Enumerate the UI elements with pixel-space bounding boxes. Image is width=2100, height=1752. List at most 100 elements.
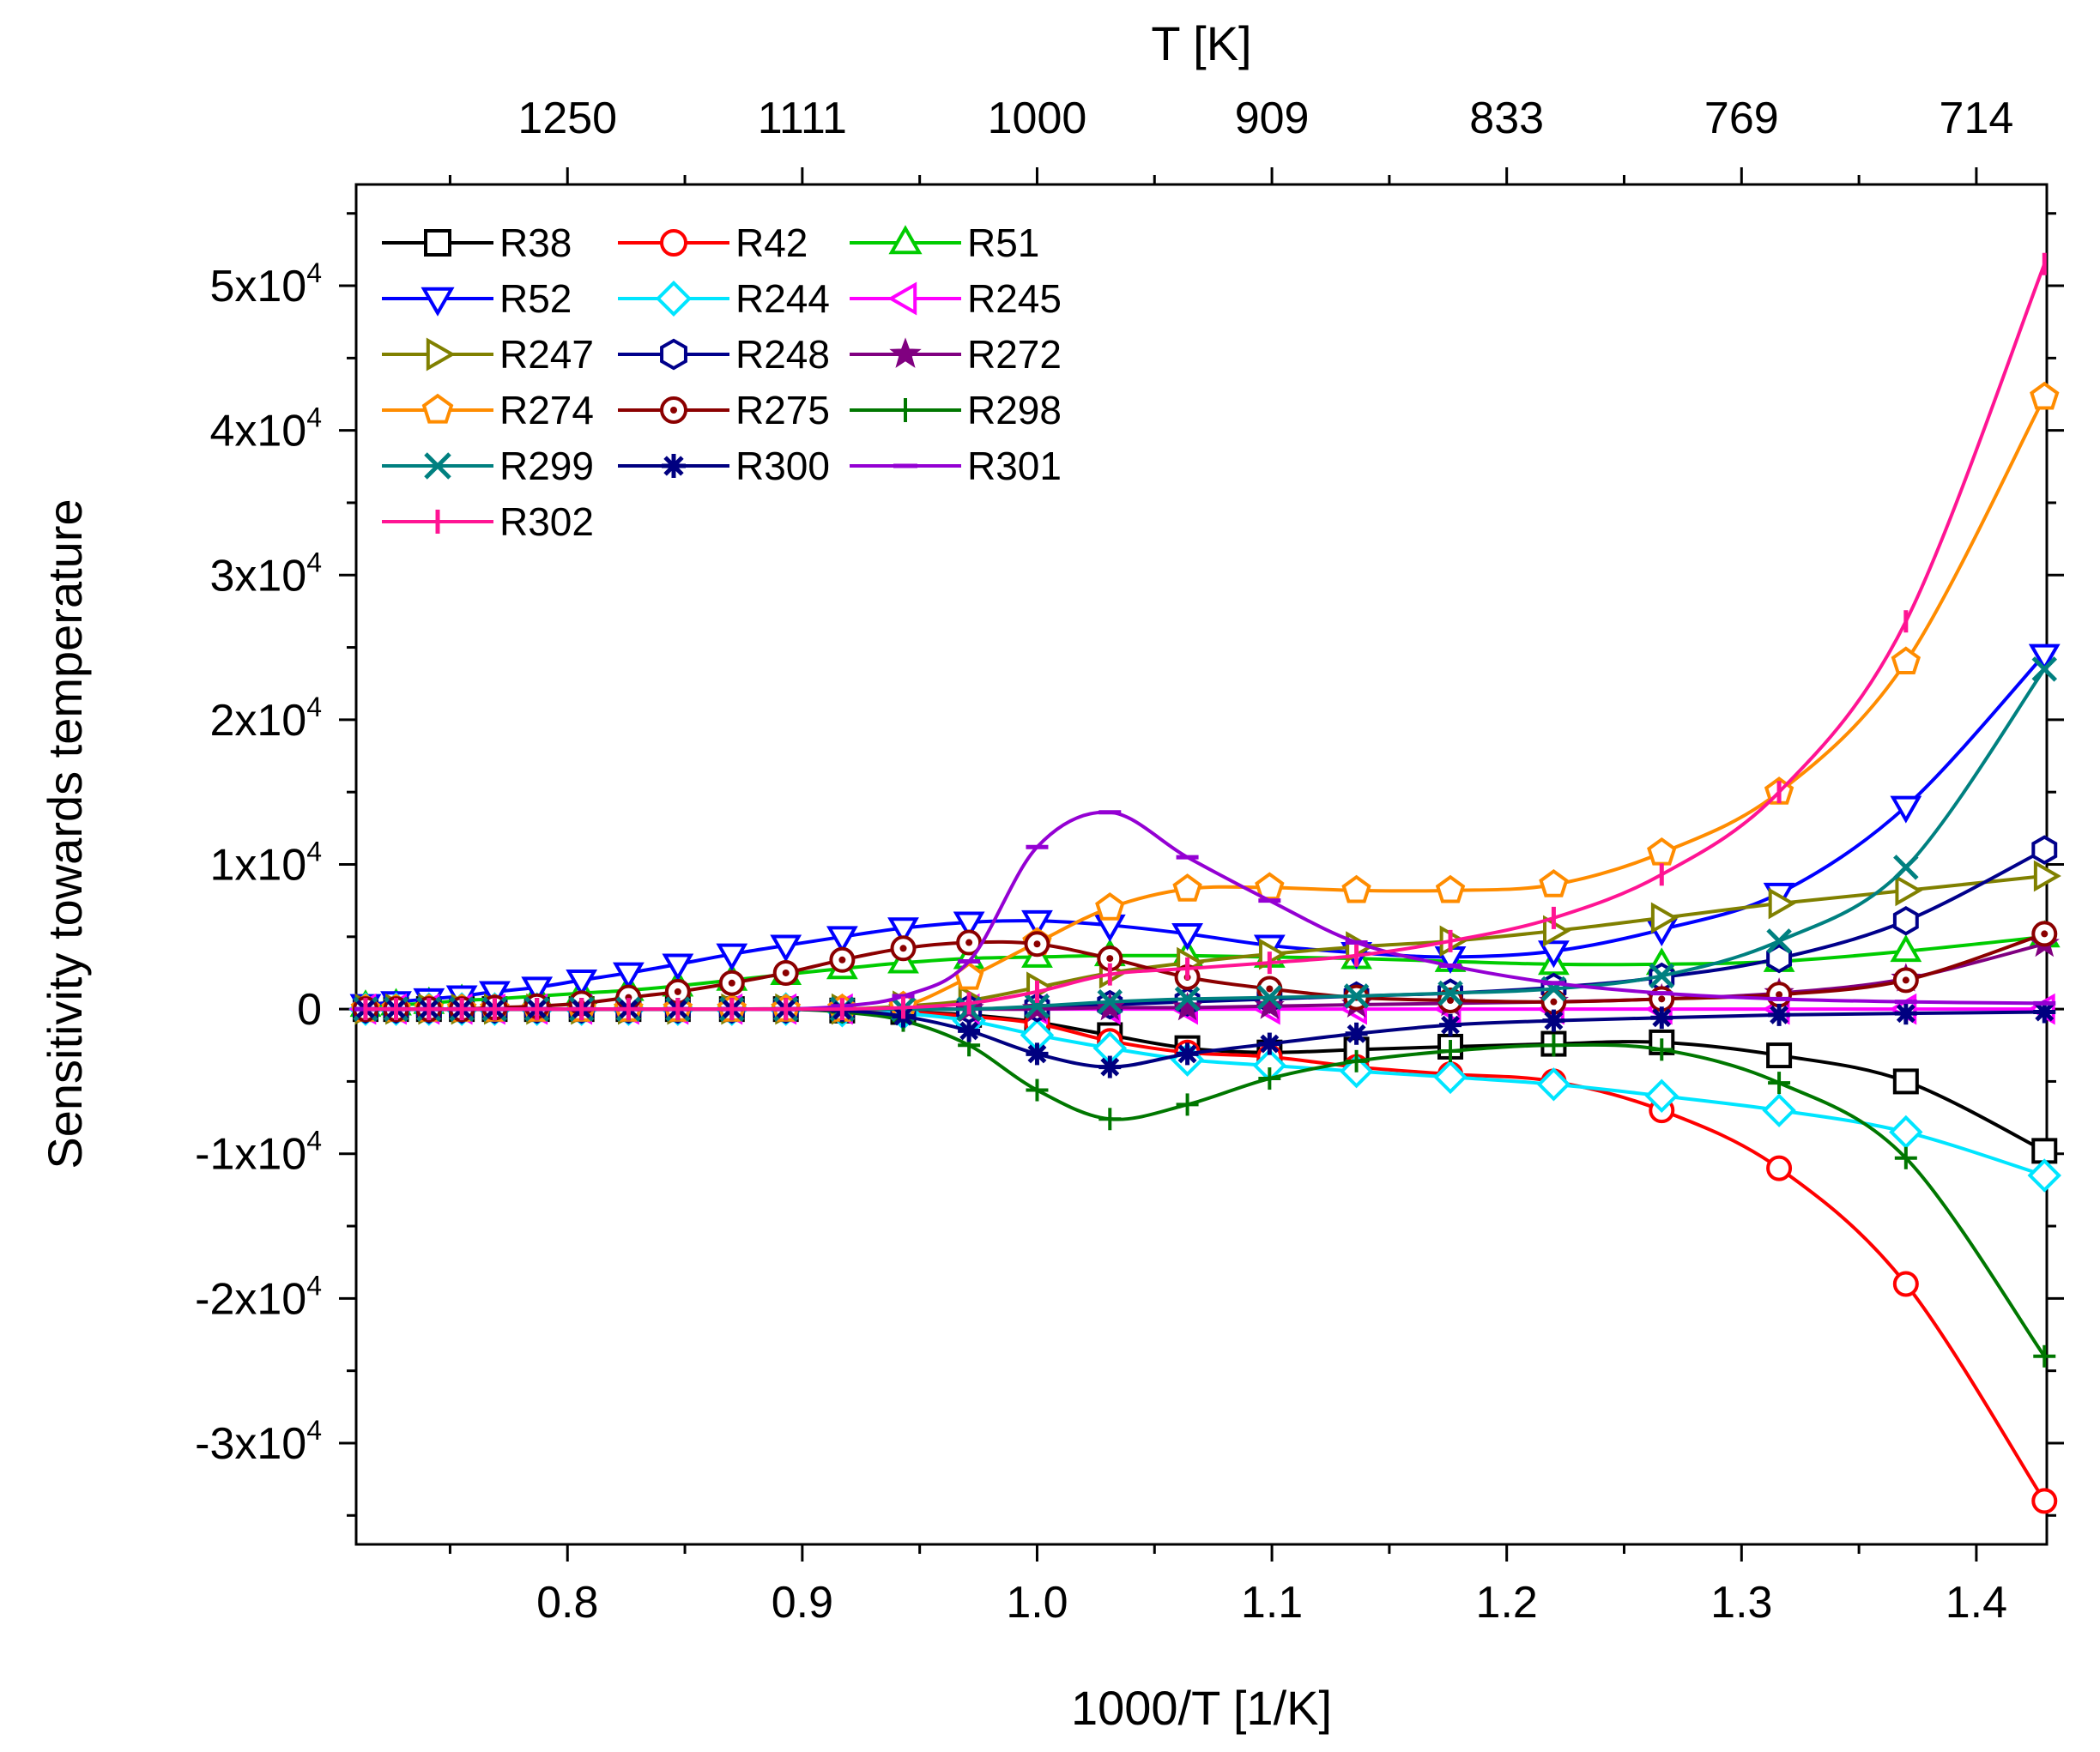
legend-marker bbox=[421, 393, 454, 424]
marker-stroke bbox=[1652, 1008, 1672, 1028]
series-line-r38 bbox=[365, 1006, 2046, 1153]
data-point-r52 bbox=[1890, 795, 1922, 824]
legend-marker bbox=[888, 225, 923, 255]
data-point-r299 bbox=[1024, 993, 1050, 1019]
marker-stroke bbox=[1174, 986, 1201, 1012]
legend-marker bbox=[660, 229, 687, 257]
legend-label: R299 bbox=[499, 444, 594, 488]
data-point-r52 bbox=[770, 934, 802, 963]
series-line-r274 bbox=[365, 396, 2047, 1012]
marker-dot bbox=[2041, 930, 2049, 938]
data-point-r274 bbox=[1435, 874, 1466, 903]
data-point-r300 bbox=[1258, 1032, 1281, 1055]
legend-label: R51 bbox=[967, 221, 1039, 265]
legend-marker bbox=[887, 281, 917, 316]
legend-label: R244 bbox=[735, 276, 830, 321]
data-point-r247 bbox=[1895, 874, 1923, 907]
legend-item-r52: R52 bbox=[382, 276, 572, 321]
marker-stroke bbox=[1441, 1015, 1460, 1035]
legend-item-r51: R51 bbox=[850, 221, 1039, 265]
y-tick-label: 1x104 bbox=[209, 837, 322, 891]
legend-label: R274 bbox=[499, 388, 594, 432]
marker-stroke bbox=[1437, 980, 1463, 1006]
data-point-r299 bbox=[2031, 656, 2058, 682]
data-point-r300 bbox=[1176, 1042, 1199, 1066]
top-tick-label: 833 bbox=[1469, 94, 1544, 143]
legend-marker bbox=[655, 280, 693, 317]
legend-item-r272: R272 bbox=[850, 332, 1062, 377]
series-line-r52 bbox=[365, 653, 2046, 1007]
top-tick-label: 1000 bbox=[988, 94, 1087, 143]
data-point-r42 bbox=[1766, 1155, 1793, 1181]
legend-item-r248: R248 bbox=[618, 332, 830, 377]
legend-label: R275 bbox=[735, 388, 830, 432]
marker-stroke bbox=[424, 452, 451, 480]
legend-marker bbox=[660, 338, 687, 371]
legend-label: R272 bbox=[967, 332, 1062, 377]
data-point-r300 bbox=[1542, 1009, 1565, 1032]
data-point-r300 bbox=[1098, 1055, 1122, 1078]
data-point-r275 bbox=[890, 935, 917, 962]
marker-stroke bbox=[1260, 1034, 1280, 1054]
data-point-r300 bbox=[1345, 1022, 1368, 1045]
marker-dot bbox=[1902, 976, 1909, 984]
data-point-r299 bbox=[1097, 988, 1123, 1015]
data-point-r52 bbox=[521, 976, 554, 1005]
data-point-r300 bbox=[1026, 1042, 1049, 1066]
data-point-r300 bbox=[1894, 1002, 1917, 1025]
series-line-r248 bbox=[365, 848, 2046, 1012]
series-line-r42 bbox=[365, 1006, 2046, 1502]
data-point-r247 bbox=[2033, 860, 2061, 892]
legend: R38 R42 R51 R52 R244 R245 R247 R248 R272 R274 R275… bbox=[382, 221, 1062, 544]
series-r38 bbox=[352, 996, 2058, 1164]
data-point-r52 bbox=[716, 943, 748, 971]
legend-label: R247 bbox=[499, 332, 594, 377]
data-point-r244 bbox=[1762, 1093, 1796, 1127]
legend-item-r299: R299 bbox=[382, 444, 594, 488]
data-point-r52 bbox=[2028, 643, 2061, 672]
top-tick-label: 909 bbox=[1235, 94, 1310, 143]
series-layer bbox=[348, 252, 2061, 1514]
legend-marker bbox=[424, 229, 451, 257]
legend-item-r244: R244 bbox=[618, 276, 830, 321]
data-point-r275 bbox=[2031, 921, 2058, 947]
legend-label: R245 bbox=[967, 276, 1062, 321]
series-r42 bbox=[352, 996, 2058, 1514]
data-point-r299 bbox=[1649, 963, 1675, 989]
data-point-r247 bbox=[1543, 915, 1571, 947]
marker-dot bbox=[899, 945, 907, 952]
data-point-r52 bbox=[566, 969, 598, 998]
data-point-r248 bbox=[2031, 835, 2058, 865]
marker-dot bbox=[674, 988, 681, 995]
data-point-r275 bbox=[956, 929, 983, 956]
data-point-r52 bbox=[662, 953, 694, 982]
data-point-r274 bbox=[1647, 837, 1677, 866]
marker-dot bbox=[670, 407, 677, 414]
data-point-r300 bbox=[2033, 1000, 2056, 1024]
legend-label: R42 bbox=[735, 221, 808, 265]
marker-stroke bbox=[1649, 963, 1675, 989]
x-tick-label: 1.4 bbox=[1946, 1578, 2007, 1628]
data-point-r42 bbox=[1892, 1271, 1919, 1297]
legend-item-r301: R301 bbox=[850, 444, 1062, 488]
marker-dot bbox=[1447, 997, 1455, 1004]
legend-item-r300: R300 bbox=[618, 444, 830, 488]
data-point-r247 bbox=[1768, 887, 1796, 920]
top-tick-label: 1250 bbox=[517, 94, 617, 143]
marker-stroke bbox=[2035, 1002, 2055, 1022]
data-point-r52 bbox=[1538, 940, 1570, 969]
data-point-r275 bbox=[1024, 931, 1050, 958]
data-point-r298 bbox=[1098, 1108, 1122, 1131]
legend-marker bbox=[426, 337, 456, 372]
data-point-r275 bbox=[1892, 967, 1919, 994]
marker-stroke bbox=[1896, 1004, 1915, 1024]
series-line-r299 bbox=[365, 668, 2046, 1012]
legend-item-r38: R38 bbox=[382, 221, 572, 265]
marker-stroke bbox=[959, 1021, 979, 1041]
y-tick-label: 4x104 bbox=[209, 402, 322, 456]
marker-dot bbox=[1106, 955, 1114, 963]
data-point-r247 bbox=[1258, 938, 1286, 970]
legend-label: R52 bbox=[499, 276, 572, 321]
data-point-r274 bbox=[2030, 381, 2060, 410]
data-point-r299 bbox=[1766, 928, 1792, 954]
